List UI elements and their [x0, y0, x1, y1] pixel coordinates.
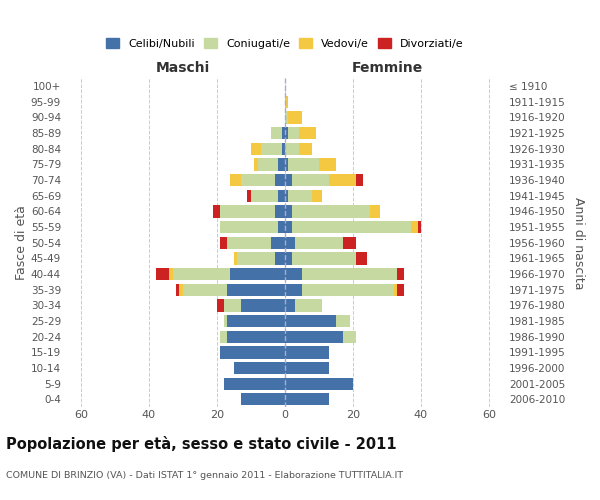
- Bar: [418, 221, 421, 233]
- Bar: [278, 190, 285, 202]
- Bar: [224, 315, 227, 327]
- Bar: [285, 236, 295, 249]
- Bar: [285, 158, 289, 170]
- Bar: [302, 268, 397, 280]
- Y-axis label: Fasce di età: Fasce di età: [15, 206, 28, 280]
- Bar: [271, 236, 285, 249]
- Bar: [285, 190, 289, 202]
- Bar: [285, 221, 292, 233]
- Bar: [343, 330, 356, 343]
- Bar: [285, 268, 302, 280]
- Bar: [220, 330, 227, 343]
- Bar: [237, 252, 275, 264]
- Bar: [285, 300, 295, 312]
- Bar: [329, 174, 356, 186]
- Bar: [295, 236, 343, 249]
- Bar: [275, 252, 285, 264]
- Bar: [285, 346, 329, 358]
- Bar: [285, 142, 299, 155]
- Bar: [254, 158, 258, 170]
- Bar: [220, 221, 278, 233]
- Bar: [285, 96, 289, 108]
- Bar: [230, 268, 285, 280]
- Bar: [275, 174, 285, 186]
- Bar: [261, 142, 281, 155]
- Bar: [241, 174, 275, 186]
- Bar: [289, 127, 299, 140]
- Bar: [295, 300, 322, 312]
- Bar: [299, 142, 312, 155]
- Bar: [299, 127, 316, 140]
- Bar: [234, 252, 237, 264]
- Bar: [281, 142, 285, 155]
- Bar: [302, 284, 394, 296]
- Bar: [292, 252, 356, 264]
- Bar: [224, 300, 241, 312]
- Bar: [356, 252, 367, 264]
- Bar: [227, 284, 285, 296]
- Bar: [176, 284, 179, 296]
- Bar: [230, 174, 241, 186]
- Bar: [173, 268, 230, 280]
- Bar: [292, 206, 370, 218]
- Bar: [285, 315, 336, 327]
- Bar: [217, 300, 224, 312]
- Bar: [394, 284, 397, 296]
- Text: Popolazione per età, sesso e stato civile - 2011: Popolazione per età, sesso e stato civil…: [6, 436, 397, 452]
- Bar: [289, 112, 302, 124]
- Bar: [281, 127, 285, 140]
- Bar: [319, 158, 336, 170]
- Bar: [258, 158, 278, 170]
- Bar: [285, 127, 289, 140]
- Bar: [251, 142, 261, 155]
- Text: Femmine: Femmine: [352, 61, 422, 75]
- Bar: [220, 346, 285, 358]
- Bar: [234, 362, 285, 374]
- Text: COMUNE DI BRINZIO (VA) - Dati ISTAT 1° gennaio 2011 - Elaborazione TUTTITALIA.IT: COMUNE DI BRINZIO (VA) - Dati ISTAT 1° g…: [6, 471, 403, 480]
- Bar: [183, 284, 227, 296]
- Bar: [220, 206, 275, 218]
- Bar: [312, 190, 322, 202]
- Bar: [227, 236, 271, 249]
- Bar: [356, 174, 363, 186]
- Legend: Celibi/Nubili, Coniugati/e, Vedovi/e, Divorziati/e: Celibi/Nubili, Coniugati/e, Vedovi/e, Di…: [106, 38, 464, 48]
- Bar: [285, 394, 329, 406]
- Bar: [224, 378, 285, 390]
- Bar: [285, 378, 353, 390]
- Bar: [285, 362, 329, 374]
- Bar: [241, 394, 285, 406]
- Bar: [285, 206, 292, 218]
- Bar: [275, 206, 285, 218]
- Bar: [251, 190, 278, 202]
- Bar: [278, 158, 285, 170]
- Bar: [292, 221, 411, 233]
- Bar: [155, 268, 169, 280]
- Bar: [292, 174, 329, 186]
- Bar: [289, 158, 319, 170]
- Bar: [285, 330, 343, 343]
- Bar: [397, 284, 404, 296]
- Bar: [220, 236, 227, 249]
- Bar: [370, 206, 380, 218]
- Text: Maschi: Maschi: [156, 61, 210, 75]
- Bar: [169, 268, 173, 280]
- Bar: [227, 330, 285, 343]
- Bar: [271, 127, 281, 140]
- Bar: [285, 112, 289, 124]
- Y-axis label: Anni di nascita: Anni di nascita: [572, 196, 585, 289]
- Bar: [343, 236, 356, 249]
- Bar: [289, 190, 312, 202]
- Bar: [285, 284, 302, 296]
- Bar: [227, 315, 285, 327]
- Bar: [336, 315, 350, 327]
- Bar: [241, 300, 285, 312]
- Bar: [285, 252, 292, 264]
- Bar: [278, 221, 285, 233]
- Bar: [179, 284, 183, 296]
- Bar: [247, 190, 251, 202]
- Bar: [397, 268, 404, 280]
- Bar: [285, 174, 292, 186]
- Bar: [214, 206, 220, 218]
- Bar: [411, 221, 418, 233]
